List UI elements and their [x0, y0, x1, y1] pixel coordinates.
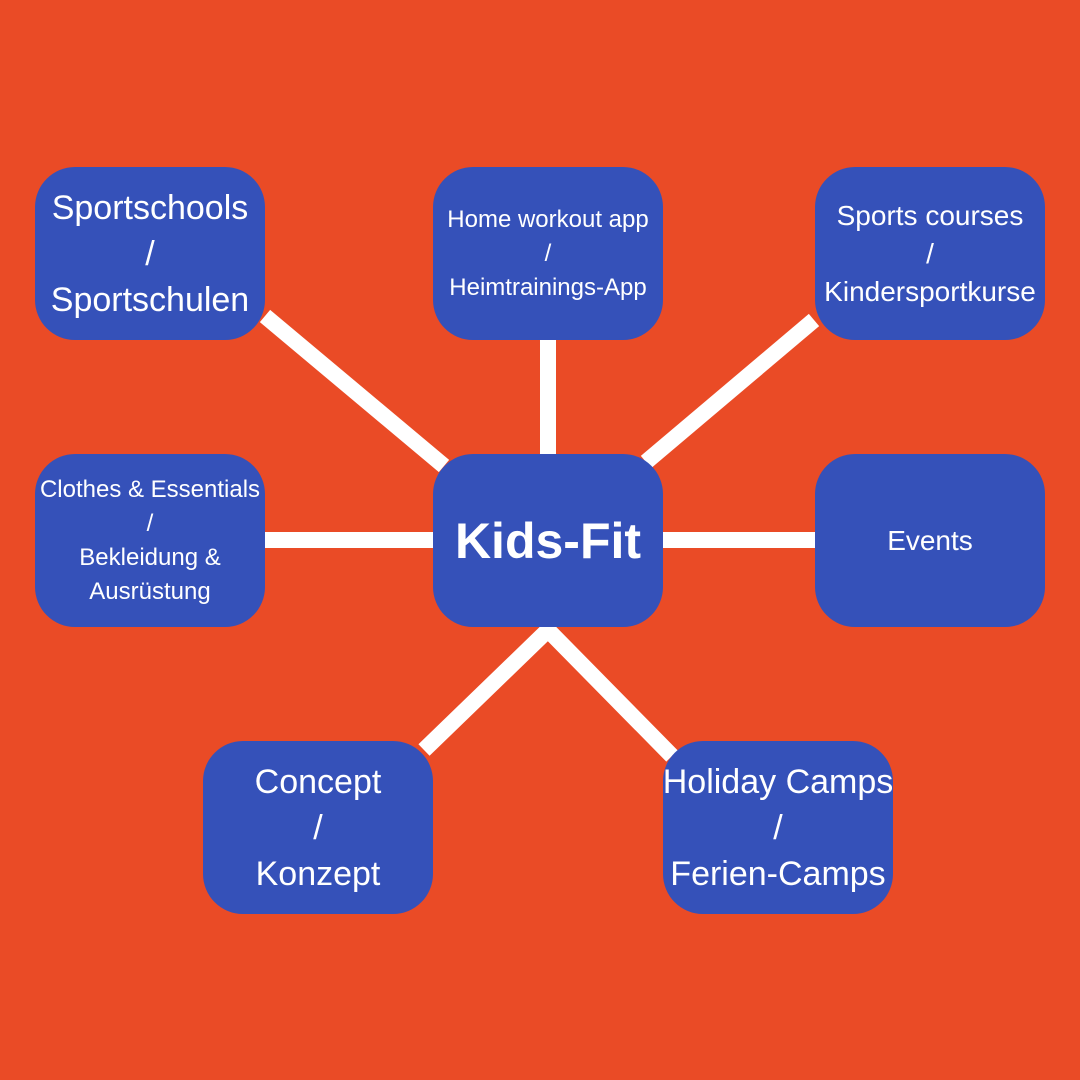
node-label-separator: / [773, 808, 783, 847]
node-label-line: Concept [254, 762, 382, 801]
node-sportschools: Sportschools / Sportschulen [35, 167, 265, 340]
node-label-line: Ferien-Camps [670, 854, 886, 893]
node-label-line: Clothes & Essentials [39, 475, 261, 503]
node-label-line: Kindersportkurse [824, 275, 1036, 307]
node-label-separator: / [926, 237, 934, 269]
connector-sports-courses [640, 313, 820, 469]
node-label-separator: / [544, 239, 552, 267]
node-events: Events [815, 454, 1045, 627]
connector-concept-holiday [418, 618, 678, 762]
center-label: Kids-Fit [454, 512, 642, 569]
node-home-workout-app: Home workout app / Heimtrainings-App [433, 167, 663, 340]
node-label-line: Ausrüstung [89, 577, 211, 605]
node-label-separator: / [146, 509, 154, 537]
node-label-line: Sports courses [836, 199, 1024, 231]
node-label-line: Sportschools [51, 188, 249, 227]
node-label-line: Sportschulen [50, 280, 250, 319]
node-label-line: Home workout app [447, 205, 649, 233]
node-label-separator: / [145, 234, 155, 273]
node-label-line: Events [887, 524, 973, 556]
connector-sportschools [259, 309, 450, 473]
node-holiday-camps: Holiday Camps / Ferien-Camps [663, 741, 893, 914]
node-label-line: Holiday Camps [662, 762, 894, 801]
node-sports-courses: Sports courses / Kindersportkurse [815, 167, 1045, 340]
node-label-line: Bekleidung & [79, 543, 221, 571]
node-clothes-essentials: Clothes & Essentials / Bekleidung & Ausr… [35, 454, 265, 627]
node-concept: Concept / Konzept [203, 741, 433, 914]
node-kids-fit-center: Kids-Fit [433, 454, 663, 627]
node-label-line: Heimtrainings-App [449, 273, 647, 301]
node-label-line: Konzept [255, 854, 381, 893]
node-label-separator: / [313, 808, 323, 847]
